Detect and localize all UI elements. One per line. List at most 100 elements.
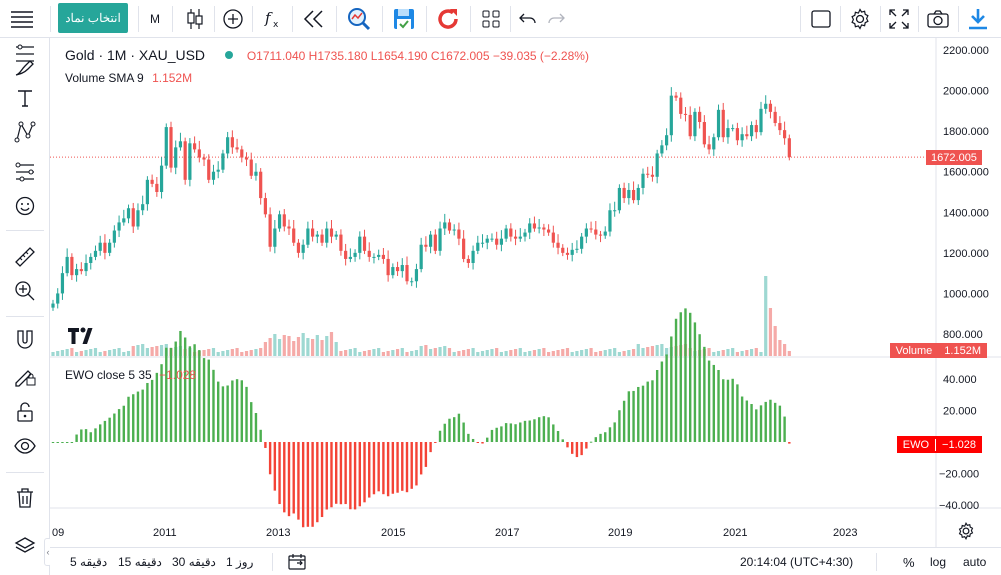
cursor-line-icon[interactable] — [8, 38, 42, 70]
candle-body — [240, 149, 244, 158]
volume-bar — [622, 351, 626, 356]
fullscreen-square-icon[interactable] — [806, 0, 836, 37]
ewo-bar — [561, 439, 564, 442]
emoji-icon[interactable] — [8, 190, 42, 222]
date-range-icon[interactable] — [288, 548, 306, 575]
volume-bar — [603, 350, 607, 356]
search-zoom-icon[interactable] — [342, 0, 376, 37]
time-axis-label: 2021 — [723, 527, 747, 539]
volume-bar — [480, 351, 485, 356]
candle-body — [712, 137, 716, 150]
candle-body — [631, 189, 636, 201]
volume-bar — [207, 349, 211, 356]
bottom-toolbar: 5 دقیقه 15 دقیقه 30 دقیقه 1 روز 20:14:04… — [50, 547, 1001, 575]
candle-body — [315, 234, 319, 237]
download-icon[interactable] — [962, 0, 994, 37]
volume-bar — [306, 338, 310, 356]
timeframe-30m[interactable]: 30 دقیقه — [172, 555, 216, 569]
layers-icon[interactable] — [8, 530, 42, 562]
chart-background — [50, 38, 1001, 547]
volume-bar — [476, 352, 480, 356]
candle-body — [311, 228, 315, 237]
zoom-in-icon[interactable] — [8, 275, 42, 307]
lock-icon[interactable] — [8, 396, 42, 428]
magnet-icon[interactable] — [8, 324, 42, 356]
auto-toggle[interactable]: auto — [963, 555, 987, 569]
log-toggle[interactable]: log — [930, 555, 947, 569]
ewo-bar — [571, 442, 574, 454]
candle-body — [249, 159, 253, 176]
compare-add-icon[interactable] — [218, 0, 248, 37]
brush-icon[interactable] — [8, 50, 42, 82]
replay-icon[interactable] — [298, 0, 330, 37]
clock-label[interactable]: 20:14:04 (UTC+4:30) — [740, 555, 854, 569]
candle-body — [386, 258, 390, 276]
volume-bar — [608, 349, 612, 356]
ewo-bar — [622, 400, 626, 442]
save-icon[interactable] — [388, 0, 420, 37]
volume-bar — [712, 352, 716, 356]
candle-body — [565, 252, 570, 255]
volume-title[interactable]: Volume — [65, 71, 106, 85]
symbol-title[interactable]: Gold · 1M · XAU_USD — [65, 47, 206, 63]
timeframe-5m[interactable]: 5 دقیقه — [70, 555, 108, 569]
ewo-bar — [476, 442, 479, 443]
volume-bar — [495, 348, 499, 356]
refresh-icon[interactable] — [432, 0, 464, 37]
candles-icon[interactable] — [180, 0, 210, 37]
price-axis-label: 1400.000 — [943, 207, 989, 219]
candle-body — [768, 103, 773, 112]
candle-body — [405, 265, 409, 282]
axis-settings-icon[interactable] — [957, 522, 977, 542]
volume-bar — [386, 351, 390, 356]
pattern-icon[interactable] — [8, 116, 42, 148]
settings-gear-icon[interactable] — [845, 0, 875, 37]
pencil-lock-icon[interactable] — [8, 360, 42, 392]
interval-button[interactable]: M — [150, 11, 160, 26]
ewo-bar — [198, 350, 201, 442]
candle-body — [353, 252, 357, 257]
menu-icon[interactable] — [4, 0, 40, 37]
candle-body — [108, 242, 112, 253]
volume-bar — [334, 342, 338, 356]
ewo-bar — [353, 442, 357, 510]
volume-bar — [414, 350, 419, 356]
candle-body — [339, 234, 343, 251]
symbol-search-button[interactable]: انتخاب نماد — [58, 3, 128, 33]
candle-body — [759, 108, 763, 133]
volume-bar — [126, 351, 131, 356]
timeframe-1d[interactable]: 1 روز — [226, 555, 254, 569]
market-status-dot — [224, 51, 233, 59]
expand-icon[interactable] — [884, 0, 914, 37]
trash-icon[interactable] — [8, 482, 42, 514]
time-axis-label: 2019 — [608, 527, 632, 539]
volume-bar — [141, 344, 145, 356]
candle-body — [131, 208, 135, 227]
percent-toggle[interactable]: % — [903, 554, 915, 570]
volume-bar — [665, 348, 669, 356]
redo-icon[interactable] — [542, 0, 570, 37]
eye-icon[interactable] — [8, 430, 42, 462]
tradingview-logo[interactable] — [66, 324, 98, 346]
candle-body — [60, 273, 65, 294]
volume-bar — [452, 352, 456, 356]
chart-canvas[interactable]: 2200.000 2000.000 1800.000 1600.000 1400.000… — [50, 38, 1001, 547]
camera-icon[interactable] — [922, 0, 954, 37]
timeframe-15m[interactable]: 15 دقیقه — [118, 555, 162, 569]
volume-bar — [70, 348, 74, 356]
candle-body — [575, 248, 579, 250]
ruler-icon[interactable] — [8, 241, 42, 273]
layout-grid-icon[interactable] — [476, 0, 506, 37]
undo-icon[interactable] — [514, 0, 542, 37]
candle-body — [216, 169, 220, 172]
ewo-bar — [589, 441, 593, 443]
ewo-bar — [462, 422, 465, 442]
candle-body — [650, 174, 655, 177]
fib-icon[interactable] — [8, 156, 42, 188]
text-icon[interactable] — [8, 82, 42, 114]
ewo-bar — [759, 405, 763, 442]
ewo-title[interactable]: EWO — [65, 368, 94, 382]
ewo-bar — [155, 372, 159, 442]
volume-bar — [249, 350, 253, 356]
